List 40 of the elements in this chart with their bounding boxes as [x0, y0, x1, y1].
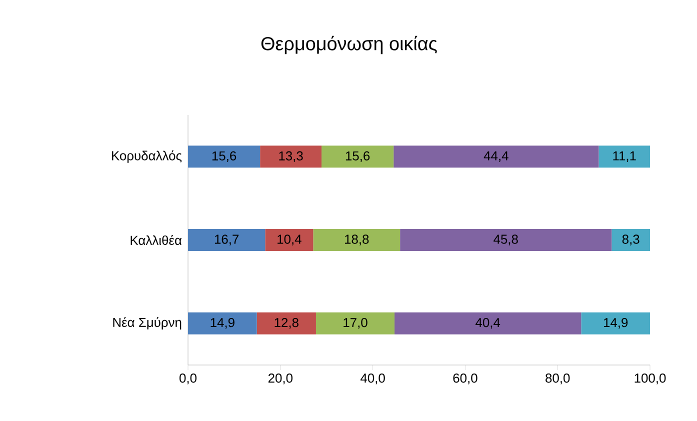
bar [394, 146, 599, 168]
data-label: 16,7 [214, 234, 239, 246]
y-tick-label: Κορυδαλλός [112, 150, 182, 163]
data-label: 10,4 [278, 234, 302, 246]
x-tick-label: 0,0 [180, 374, 197, 384]
data-label: 15,6 [346, 151, 370, 162]
bar [598, 146, 650, 168]
data-label: 11,1 [613, 151, 636, 162]
y-tick-label: Νέα Σμύρνη [113, 317, 182, 330]
bar [394, 312, 582, 334]
bar [313, 229, 400, 251]
data-label: 17,0 [344, 318, 368, 329]
x-tick-label: 40,0 [360, 374, 385, 384]
x-tick-label: 100,0 [634, 374, 666, 384]
chart-title: Θερμομόνωση οικίας [261, 36, 437, 54]
bar [265, 229, 314, 251]
data-label: 12,8 [274, 318, 298, 329]
data-label: 40,4 [476, 318, 500, 329]
data-label: 44,4 [484, 151, 508, 162]
bar [581, 312, 650, 334]
bar [256, 312, 316, 334]
bar [322, 146, 394, 168]
x-tick-label: 60,0 [453, 374, 478, 384]
data-label: 45,8 [494, 234, 518, 246]
bar [188, 146, 260, 168]
x-tick-label: 80,0 [546, 374, 570, 384]
data-label: 14,9 [604, 318, 628, 329]
data-label: 13,3 [279, 151, 303, 162]
bar [188, 229, 266, 251]
bar [316, 312, 395, 334]
x-tick-label: 20,0 [268, 374, 293, 384]
data-label: 8,3 [622, 234, 640, 246]
data-label: 14,9 [210, 318, 234, 329]
y-tick-label: Καλλιθέα [130, 235, 182, 245]
bar [260, 146, 322, 168]
data-label: 15,6 [212, 151, 236, 162]
data-label: 18,8 [345, 234, 369, 246]
bar [612, 229, 650, 251]
bar [188, 312, 257, 334]
bar [400, 229, 612, 251]
